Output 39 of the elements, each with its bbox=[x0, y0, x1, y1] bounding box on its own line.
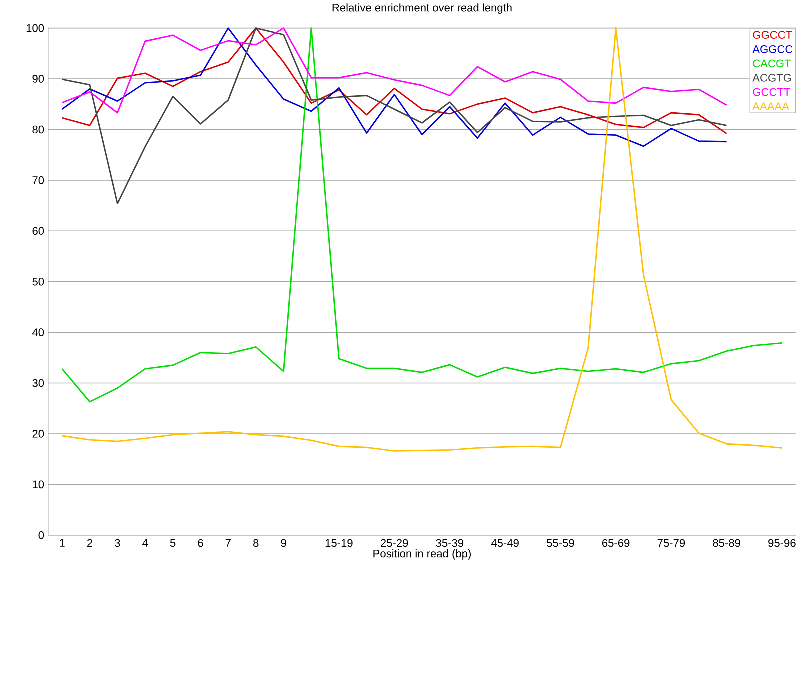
y-tick-label: 100 bbox=[26, 24, 44, 32]
y-tick-label: 60 bbox=[32, 227, 44, 235]
x-tick-label: 15-19 bbox=[326, 539, 353, 547]
x-tick-label: 55-59 bbox=[547, 539, 574, 547]
y-tick-label: 30 bbox=[32, 379, 44, 387]
line-series bbox=[62, 27, 728, 204]
x-tick-label: 4 bbox=[142, 539, 148, 547]
text: CACGT bbox=[753, 60, 792, 68]
x-tick-label: 65-69 bbox=[602, 539, 630, 547]
y-tick-label: 40 bbox=[32, 328, 44, 336]
text: ACGTG bbox=[752, 74, 792, 82]
x-tick-label: 2 bbox=[87, 539, 93, 547]
x-tick-label: 3 bbox=[115, 539, 120, 547]
y-tick-label: 90 bbox=[32, 74, 44, 83]
x-tick-label: 5 bbox=[170, 539, 176, 547]
y-tick-label: 10 bbox=[33, 480, 44, 488]
y-tick-label: 80 bbox=[32, 126, 44, 134]
text: AGGCC bbox=[752, 45, 793, 54]
chart-title: Relative enrichment over read length bbox=[332, 3, 512, 14]
text: AAAAA bbox=[752, 102, 790, 110]
x-tick-label: 7 bbox=[226, 539, 231, 547]
x-tick-label: 8 bbox=[254, 539, 259, 547]
y-tick-label: 50 bbox=[32, 278, 44, 286]
x-tick-label: 35-39 bbox=[436, 539, 464, 547]
x-tick-label: 95-96 bbox=[768, 539, 796, 547]
text: GGCCT bbox=[753, 30, 792, 39]
x-axis-title: Position in read (bp) bbox=[374, 549, 471, 560]
y-tick-label: 70 bbox=[32, 176, 44, 184]
text: GCCTT bbox=[753, 88, 790, 96]
x-tick-label: 1 bbox=[60, 539, 65, 547]
x-tick-label: 45-49 bbox=[491, 539, 519, 547]
y-tick-label: 0 bbox=[38, 531, 44, 540]
x-tick-label: 25-29 bbox=[380, 539, 408, 547]
x-tick-label: 6 bbox=[198, 539, 204, 547]
x-tick-label: 9 bbox=[281, 539, 286, 547]
line-series bbox=[62, 27, 728, 114]
y-tick-label: 20 bbox=[32, 430, 44, 438]
x-tick-label: 85-89 bbox=[713, 539, 740, 547]
x-tick-label: 75-79 bbox=[658, 539, 686, 547]
